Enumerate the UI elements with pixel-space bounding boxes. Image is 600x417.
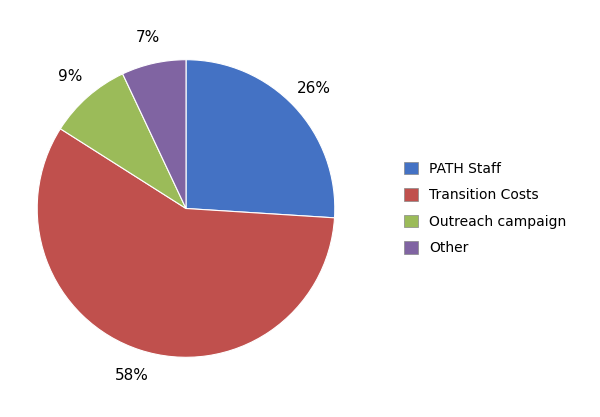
- Wedge shape: [37, 129, 335, 357]
- Text: 9%: 9%: [58, 69, 82, 84]
- Wedge shape: [122, 60, 186, 208]
- Legend: PATH Staff, Transition Costs, Outreach campaign, Other: PATH Staff, Transition Costs, Outreach c…: [398, 155, 574, 262]
- Wedge shape: [186, 60, 335, 218]
- Text: 7%: 7%: [136, 30, 160, 45]
- Wedge shape: [61, 74, 186, 208]
- Text: 26%: 26%: [297, 81, 331, 96]
- Text: 58%: 58%: [115, 368, 149, 383]
